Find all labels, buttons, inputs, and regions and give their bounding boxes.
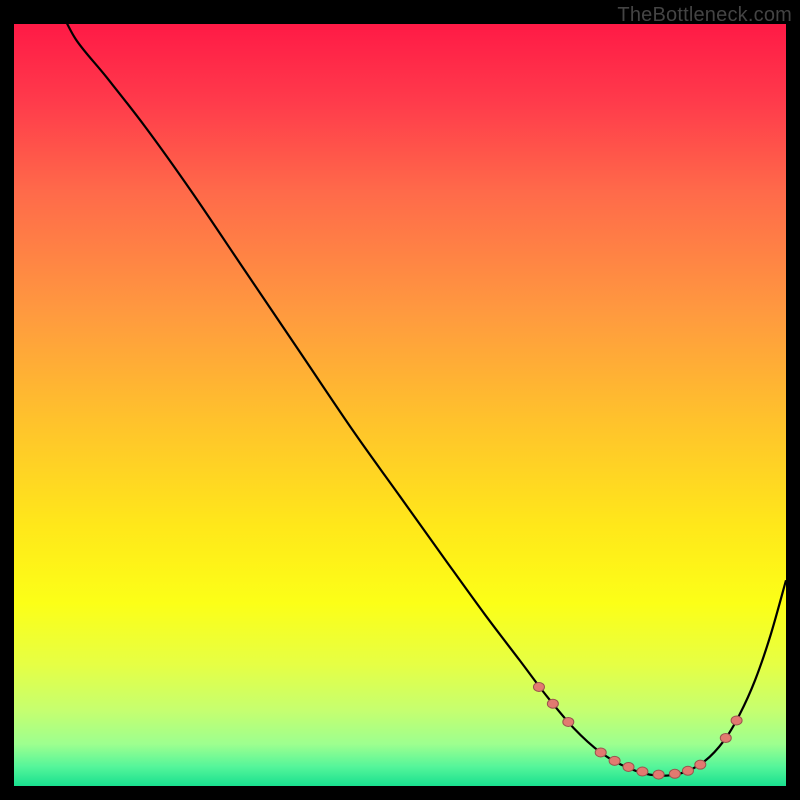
chart-svg	[0, 0, 800, 800]
curve-marker	[563, 717, 574, 726]
curve-marker	[595, 748, 606, 757]
curve-marker	[669, 769, 680, 778]
curve-marker	[695, 760, 706, 769]
brand-watermark: TheBottleneck.com	[617, 4, 792, 27]
curve-marker	[653, 770, 664, 779]
curve-marker	[533, 682, 544, 691]
curve-marker	[682, 766, 693, 775]
curve-marker	[609, 756, 620, 765]
bottleneck-chart: TheBottleneck.com	[0, 0, 800, 800]
curve-marker	[547, 699, 558, 708]
curve-marker	[720, 733, 731, 742]
curve-marker	[731, 716, 742, 725]
curve-marker	[623, 762, 634, 771]
curve-marker	[637, 767, 648, 776]
plot-background	[14, 24, 786, 786]
